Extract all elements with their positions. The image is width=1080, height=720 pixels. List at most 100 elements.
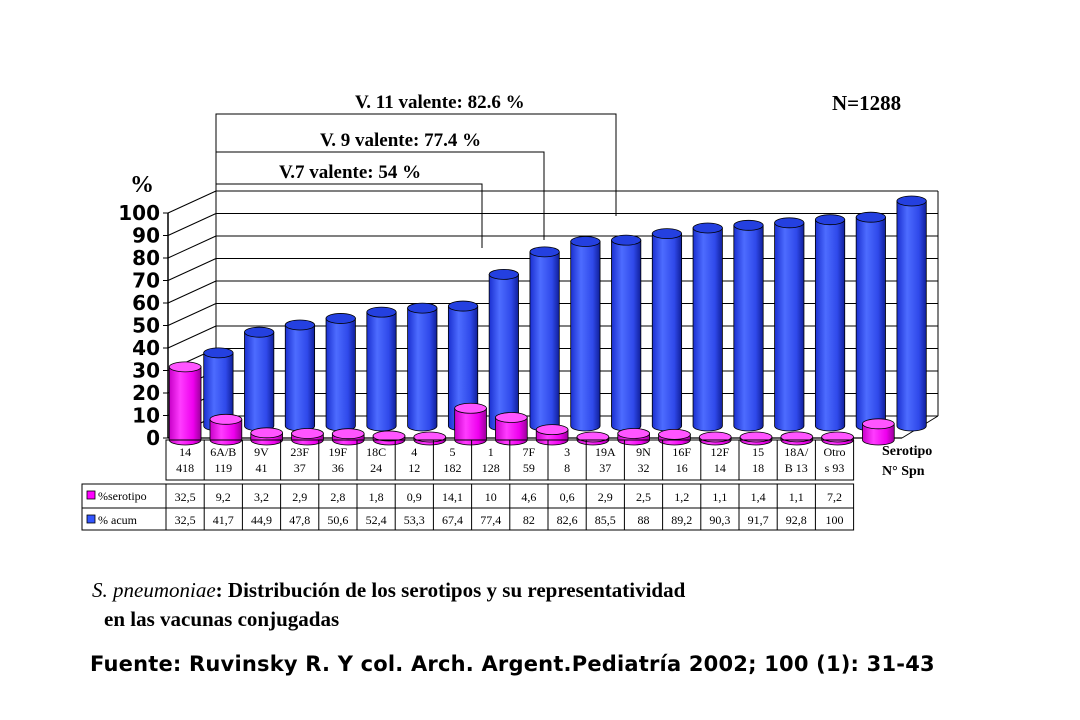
y-axis-label: % xyxy=(130,172,154,198)
serotipo-value-7: 14,1 xyxy=(442,490,463,504)
serotipo-value-5: 1,8 xyxy=(369,490,384,504)
bar-acum-9 xyxy=(570,236,601,432)
acum-value-5: 52,4 xyxy=(366,513,387,527)
bar-acum-12 xyxy=(692,222,723,432)
bar-serotipo-8 xyxy=(495,412,528,446)
bar-acum-10 xyxy=(611,234,642,432)
acum-value-13: 89,2 xyxy=(671,513,692,527)
y-tick-label-60: 60 xyxy=(132,291,160,315)
acum-value-15: 91,7 xyxy=(748,513,769,527)
category-label-5-count: 24 xyxy=(370,461,382,475)
category-label-8-count: 128 xyxy=(482,461,500,475)
category-label-13-count: 16 xyxy=(676,461,688,475)
category-label-10-serotype: 3 xyxy=(564,445,570,459)
bar-acum-3 xyxy=(325,313,356,432)
category-label-16-count: B 13 xyxy=(785,461,808,475)
y-tick-label-100: 100 xyxy=(118,201,160,225)
source-citation: Fuente: Ruvinsky R. Y col. Arch. Argent.… xyxy=(90,652,935,676)
x-axis-title-line-0: Serotipo xyxy=(882,444,932,459)
bar-serotipo-0 xyxy=(168,361,202,446)
annotation-label-2: V. 11 valente: 82.6 % xyxy=(355,92,525,113)
vaccine-annotations: V.7 valente: 54 % V. 9 valente: 77.4 % V. … xyxy=(215,91,901,272)
table-body-box xyxy=(81,483,855,531)
category-label-9-serotype: 7F xyxy=(523,445,536,459)
acum-value-4: 50,6 xyxy=(327,513,348,527)
category-label-0-count: 418 xyxy=(176,461,194,475)
annotation-bracket-2 xyxy=(215,113,617,270)
bar-acum-2 xyxy=(284,319,316,432)
category-label-8-serotype: 1 xyxy=(488,445,494,459)
bar-acum-16 xyxy=(855,211,886,432)
side-gridline-90 xyxy=(167,213,217,236)
bar-acum-14 xyxy=(774,217,805,432)
x-axis-title-line-1: N° Spn xyxy=(882,464,925,479)
acum-value-10: 82,6 xyxy=(557,513,578,527)
y-tick-label-30: 30 xyxy=(132,359,160,383)
acum-value-2: 44,9 xyxy=(251,513,272,527)
side-gridline-100 xyxy=(167,190,217,214)
serotipo-value-14: 1,1 xyxy=(712,490,727,504)
serotipo-value-4: 2,8 xyxy=(330,490,345,504)
legend-swatch-1 xyxy=(86,514,96,524)
bar-acum-11 xyxy=(651,228,683,432)
bar-serotipo-14 xyxy=(739,431,773,446)
side-gridline-40 xyxy=(167,325,217,349)
chart-bars xyxy=(168,195,927,446)
bar-acum-15 xyxy=(814,214,846,432)
serotipo-value-0: 32,5 xyxy=(175,490,196,504)
acum-value-7: 67,4 xyxy=(442,513,463,527)
serotipo-value-12: 2,5 xyxy=(636,490,651,504)
bar-serotipo-2 xyxy=(250,427,283,446)
category-label-10-count: 8 xyxy=(564,461,570,475)
bar-serotipo-4 xyxy=(331,428,365,446)
bar-acum-5 xyxy=(407,302,438,432)
category-label-12-count: 32 xyxy=(638,461,650,475)
bar-serotipo-3 xyxy=(291,428,324,446)
category-label-6-serotype: 4 xyxy=(411,445,417,459)
y-tick-label-80: 80 xyxy=(132,246,160,270)
category-label-4-count: 36 xyxy=(332,461,344,475)
bar-acum-17 xyxy=(896,195,927,432)
acum-value-11: 85,5 xyxy=(595,513,616,527)
category-label-0-serotype: 14 xyxy=(179,445,191,459)
acum-value-12: 88 xyxy=(638,513,650,527)
side-gridline-70 xyxy=(167,258,217,281)
legend-label-0: %serotipo xyxy=(98,489,147,503)
category-label-3-count: 37 xyxy=(294,461,306,475)
bar-acum-0 xyxy=(203,347,234,432)
bar-serotipo-17 xyxy=(862,418,895,446)
y-tick-label-50: 50 xyxy=(132,314,160,338)
category-label-1-serotype: 6A/B xyxy=(210,445,236,459)
acum-value-1: 41,7 xyxy=(213,513,234,527)
category-label-12-serotype: 9N xyxy=(636,445,651,459)
side-gridline-50 xyxy=(167,303,217,326)
category-label-13-serotype: 16F xyxy=(672,445,691,459)
bar-serotipo-15 xyxy=(780,431,814,446)
bar-acum-7 xyxy=(488,268,519,432)
caption-line2: en las vacunas conjugadas xyxy=(104,607,340,631)
category-label-14-count: 14 xyxy=(714,461,726,475)
serotipo-value-2: 3,2 xyxy=(254,490,269,504)
bar-serotipo-5 xyxy=(372,430,406,446)
category-label-4-serotype: 19F xyxy=(329,445,348,459)
figure-caption: S. pneumoniae: Distribución de los serot… xyxy=(92,576,685,634)
category-label-7-serotype: 5 xyxy=(450,445,456,459)
y-tick-label-0: 0 xyxy=(146,426,160,450)
serotipo-value-8: 10 xyxy=(485,490,497,504)
bar-serotipo-10 xyxy=(576,431,610,446)
serotipo-value-6: 0,9 xyxy=(407,490,422,504)
bar-serotipo-16 xyxy=(821,431,854,446)
category-label-15-count: 18 xyxy=(752,461,764,475)
bar-serotipo-13 xyxy=(698,431,732,446)
serotipo-value-16: 1,1 xyxy=(789,490,804,504)
serotipo-value-13: 1,2 xyxy=(674,490,689,504)
serotipo-value-1: 9,2 xyxy=(216,490,231,504)
category-label-9-count: 59 xyxy=(523,461,535,475)
n-total-label: N=1288 xyxy=(832,91,901,115)
serotipo-value-9: 4,6 xyxy=(521,490,536,504)
serotipo-value-15: 1,4 xyxy=(751,490,766,504)
serotipo-value-3: 2,9 xyxy=(292,490,307,504)
category-label-6-count: 12 xyxy=(408,461,420,475)
serotipo-value-17: 7,2 xyxy=(827,490,842,504)
category-label-2-count: 41 xyxy=(256,461,268,475)
